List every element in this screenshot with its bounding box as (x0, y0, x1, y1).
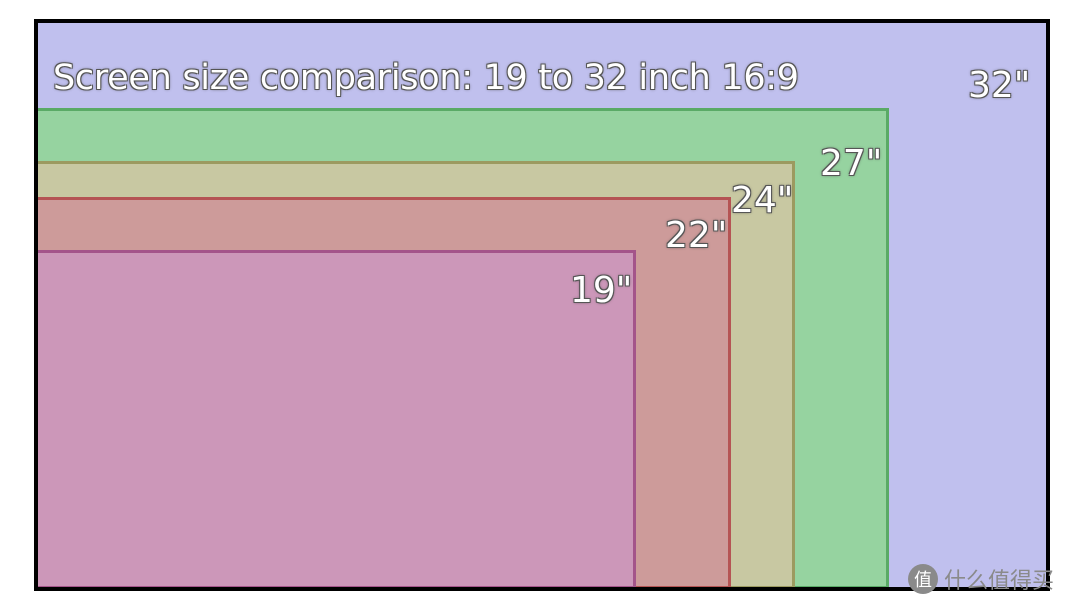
diagram-title: Screen size comparison: 19 to 32 inch 16… (53, 58, 799, 98)
label-32: 32" (968, 65, 1031, 106)
watermark-text: 什么值得买 (944, 569, 1055, 594)
label-19: 19" (570, 270, 633, 311)
outer-frame (34, 19, 1050, 591)
label-27: 27" (820, 143, 883, 184)
zhi-value-logo-icon: 值 (908, 564, 938, 594)
label-24: 24" (731, 180, 794, 221)
label-22: 22" (665, 215, 728, 256)
watermark: 值 什么值得买 (908, 563, 1054, 595)
screen-19-rect (34, 250, 636, 589)
